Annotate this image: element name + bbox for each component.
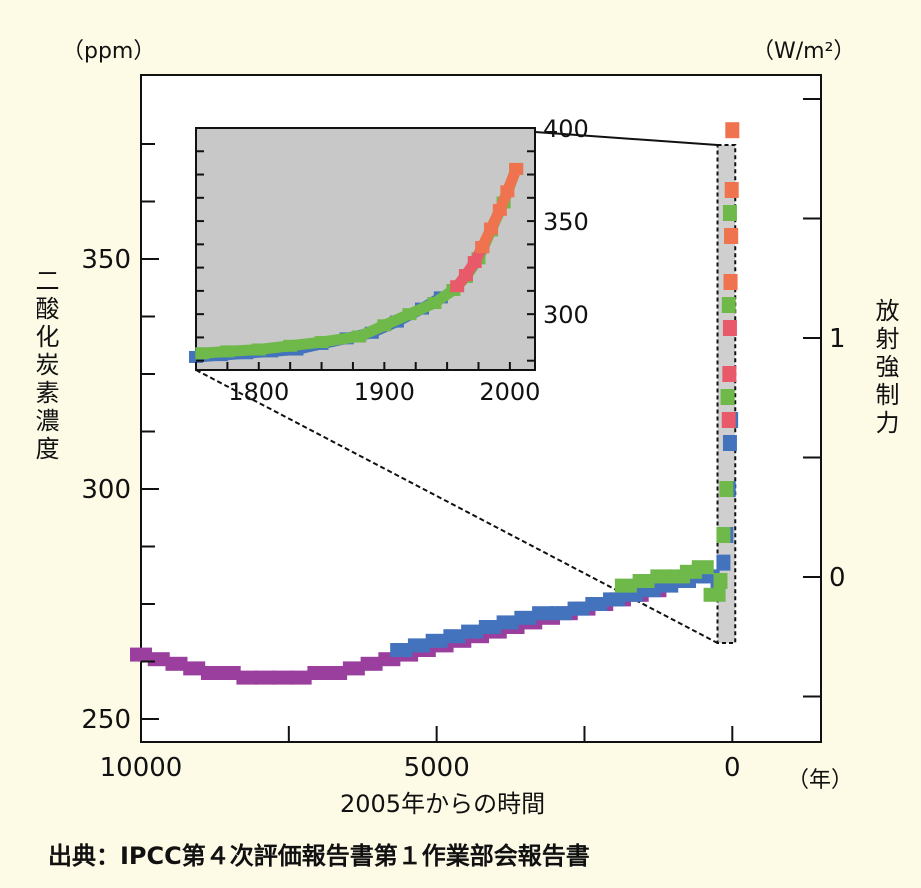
data-mark — [721, 297, 736, 313]
inset-x-tick-label: 2000 — [479, 378, 540, 406]
data-mark — [236, 670, 259, 685]
inset-chart: 400 350 300 1800 1900 2000 — [189, 115, 589, 406]
data-mark — [721, 412, 736, 428]
data-mark — [720, 389, 735, 405]
data-mark — [342, 661, 365, 676]
y-left-unit: （ppm） — [62, 39, 155, 64]
x-axis-label: 2005年からの時間 — [340, 790, 545, 818]
source-note: 出典：IPCC第４次評価報告書第１作業部会報告書 — [48, 842, 590, 870]
data-mark — [183, 661, 206, 676]
data-mark — [691, 560, 714, 575]
data-mark — [514, 610, 537, 625]
data-mark — [722, 366, 737, 382]
data-mark — [200, 666, 223, 680]
data-mark — [325, 666, 348, 680]
main-marks — [130, 122, 740, 685]
data-mark — [147, 652, 170, 667]
y-right-tick-label: 1 — [829, 324, 846, 354]
x-tick-label: 10000 — [100, 753, 183, 783]
y-left-tick-label: 250 — [81, 705, 131, 735]
data-mark — [650, 569, 673, 584]
data-mark — [478, 620, 501, 634]
data-mark — [725, 122, 740, 139]
data-mark — [218, 666, 241, 680]
inset-data-mark — [509, 162, 524, 175]
data-mark — [716, 527, 731, 543]
data-mark — [425, 633, 448, 648]
y-left-tick-label: 350 — [81, 245, 131, 275]
main-axes: 350 300 250 1 0 10000 5000 0 — [81, 98, 846, 783]
y-left-label: 二酸化炭素濃度 — [31, 268, 59, 464]
data-mark — [724, 182, 739, 198]
data-mark — [407, 638, 430, 653]
inset-y-tick-label: 300 — [543, 301, 589, 329]
inset-x-tick-label: 1900 — [354, 378, 415, 406]
y-right-tick-label: 0 — [829, 563, 846, 593]
data-mark — [614, 578, 637, 593]
data-mark — [165, 656, 188, 671]
data-mark — [722, 435, 737, 451]
data-mark — [254, 670, 277, 685]
data-mark — [289, 670, 312, 685]
data-mark — [585, 597, 608, 611]
data-mark — [549, 606, 572, 621]
data-mark — [307, 666, 330, 680]
inset-x-tick-label: 1800 — [228, 378, 289, 406]
data-mark — [130, 647, 152, 662]
data-mark — [271, 670, 294, 685]
inset-y-tick-label: 400 — [543, 115, 589, 143]
data-mark — [724, 228, 739, 244]
data-mark — [719, 481, 734, 497]
y-left-tick-label: 300 — [81, 475, 131, 505]
x-tick-label: 5000 — [404, 753, 470, 783]
data-mark — [461, 624, 484, 639]
data-mark — [716, 554, 731, 571]
data-mark — [532, 606, 555, 621]
x-unit: （年） — [787, 768, 853, 793]
data-mark — [723, 274, 738, 290]
data-mark — [722, 320, 737, 336]
data-mark — [360, 656, 383, 671]
data-mark — [722, 205, 737, 221]
data-mark — [713, 573, 728, 589]
data-mark — [703, 587, 726, 602]
y-right-unit: （W/m²） — [752, 39, 855, 64]
data-mark — [390, 643, 413, 657]
data-mark — [567, 601, 590, 616]
zoom-connector — [534, 131, 718, 146]
data-mark — [603, 592, 626, 607]
data-mark — [632, 574, 655, 588]
data-mark — [496, 615, 519, 630]
y-right-label: 放射強制力 — [871, 298, 899, 438]
data-mark — [443, 629, 466, 644]
x-tick-label: 0 — [724, 753, 741, 783]
inset-y-tick-label: 350 — [543, 208, 589, 236]
